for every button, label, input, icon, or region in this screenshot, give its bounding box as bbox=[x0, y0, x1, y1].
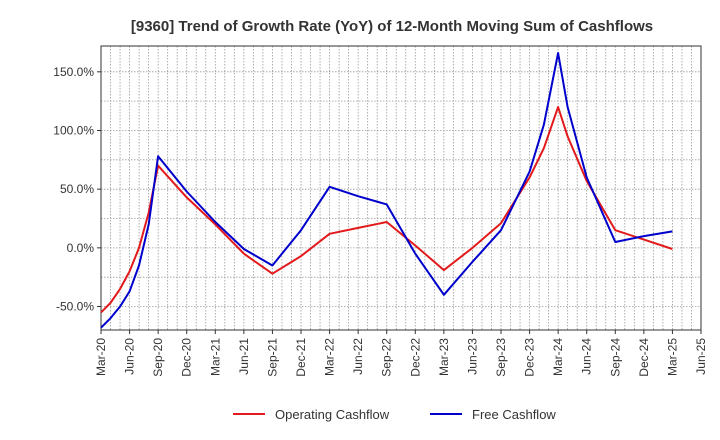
x-tick-label: Dec-22 bbox=[408, 338, 422, 377]
x-tick-label: Mar-20 bbox=[94, 338, 108, 376]
x-tick-label: Jun-25 bbox=[694, 338, 708, 375]
chart-title: [9360] Trend of Growth Rate (YoY) of 12-… bbox=[131, 18, 653, 35]
x-tick-label: Dec-20 bbox=[180, 338, 194, 377]
y-tick-label: 0.0% bbox=[67, 241, 95, 255]
x-tick-label: Jun-24 bbox=[580, 338, 594, 375]
x-tick-label: Jun-21 bbox=[237, 338, 251, 375]
y-tick-label: 100.0% bbox=[53, 123, 94, 137]
x-tick-label: Mar-22 bbox=[323, 338, 337, 376]
x-tick-label: Jun-23 bbox=[465, 338, 479, 375]
y-tick-label: 150.0% bbox=[53, 65, 94, 79]
x-tick-label: Dec-21 bbox=[294, 338, 308, 377]
x-tick-label: Sep-24 bbox=[608, 338, 622, 377]
legend-label-operating-cashflow: Operating Cashflow bbox=[275, 407, 390, 422]
plot-area: -50.0% 0.0% 50.0% 100.0% 150.0% Mar-20 Jun-20 S… bbox=[53, 45, 708, 377]
x-tick-label: Mar-23 bbox=[437, 338, 451, 376]
x-tick-label: Mar-25 bbox=[665, 338, 679, 376]
y-tick-label: -50.0% bbox=[56, 300, 94, 314]
x-tick-label: Mar-21 bbox=[208, 338, 222, 376]
x-tick-label: Sep-22 bbox=[380, 338, 394, 377]
x-tick-label: Dec-23 bbox=[523, 338, 537, 377]
x-tick-label: Jun-22 bbox=[351, 338, 365, 375]
plot-border bbox=[100, 45, 702, 331]
legend: Operating Cashflow Free Cashflow bbox=[233, 407, 556, 422]
x-tick-label: Sep-21 bbox=[265, 338, 279, 377]
x-tick-label: Dec-24 bbox=[637, 338, 651, 377]
legend-label-free-cashflow: Free Cashflow bbox=[472, 407, 556, 422]
series-line-operating-cashflow bbox=[100, 106, 673, 314]
x-tick-label: Sep-20 bbox=[151, 338, 165, 377]
x-tick-label: Jun-20 bbox=[123, 338, 137, 375]
x-tick-label: Mar-24 bbox=[551, 338, 565, 376]
series-line-free-cashflow bbox=[100, 52, 673, 329]
x-tick-label: Sep-23 bbox=[494, 338, 508, 377]
y-tick-label: 50.0% bbox=[60, 182, 94, 196]
